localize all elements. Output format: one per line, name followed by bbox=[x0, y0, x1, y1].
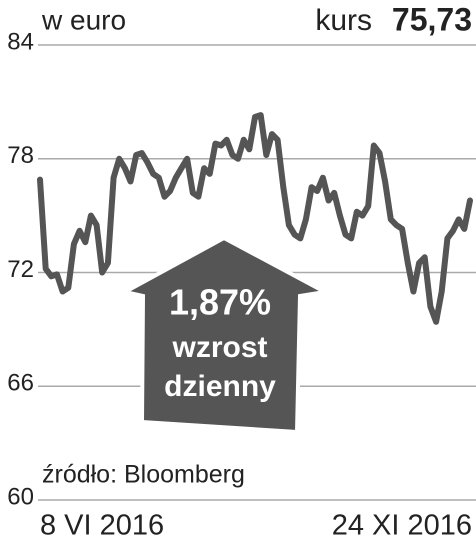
y-tick-label: 72 bbox=[7, 256, 34, 283]
unit-label: w euro bbox=[41, 4, 126, 35]
source: źródło: Bloomberg bbox=[42, 461, 245, 489]
y-tick-label: 66 bbox=[7, 370, 34, 397]
y-tick-label: 84 bbox=[7, 28, 34, 55]
annotation-line: wzrost bbox=[171, 331, 267, 364]
x-label: 24 XI 2016 bbox=[332, 510, 472, 542]
change-value: 1,87% bbox=[169, 282, 271, 323]
x-label: 8 VI 2016 bbox=[40, 510, 164, 542]
price-label: kurs bbox=[315, 4, 372, 37]
price-value: 75,73 bbox=[392, 1, 472, 37]
price-line bbox=[37, 112, 473, 325]
annotation-line: dzienny bbox=[164, 370, 276, 403]
annotation-box bbox=[119, 235, 332, 435]
y-tick-label: 78 bbox=[7, 142, 34, 169]
y-tick-label: 60 bbox=[7, 483, 34, 510]
